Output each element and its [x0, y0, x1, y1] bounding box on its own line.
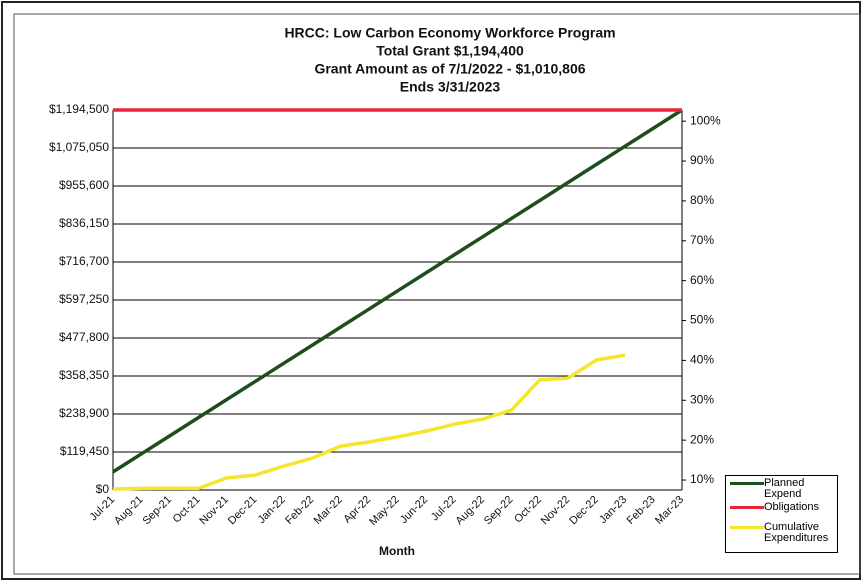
x-tick-label: Oct-22	[512, 494, 544, 526]
y2-tick-label: 10%	[690, 472, 714, 486]
x-tick-label: Feb-23	[625, 494, 658, 527]
y2-tick-label: 40%	[690, 353, 714, 367]
x-tick-label: Nov-21	[197, 494, 231, 528]
inner-border	[13, 13, 861, 575]
y-tick-label: $0	[96, 482, 110, 496]
legend-swatch	[730, 526, 764, 529]
y-tick-label: $955,600	[59, 178, 109, 192]
x-tick-label: Nov-22	[539, 494, 573, 528]
y2-tick-label: 70%	[690, 233, 714, 247]
x-tick-label: Mar-23	[653, 494, 686, 527]
x-tick-label: Jan-22	[256, 494, 288, 526]
y-tick-label: $238,900	[59, 406, 109, 420]
x-tick-label: Feb-22	[283, 494, 316, 527]
y-tick-label: $477,800	[59, 330, 109, 344]
x-tick-label: Dec-22	[567, 494, 601, 528]
legend-label: Cumulative Expenditures	[764, 521, 829, 544]
chart-title: Ends 3/31/2023	[400, 79, 501, 95]
x-tick-label: Dec-21	[226, 494, 260, 528]
x-tick-label: Mar-22	[312, 494, 345, 527]
legend: Planned Expend Obligations Cumulative Expe…	[725, 475, 838, 553]
x-tick-label: Oct-21	[171, 494, 203, 526]
y-tick-label: $1,075,050	[49, 140, 109, 154]
x-axis-label: Month	[379, 544, 415, 558]
chart-title: Grant Amount as of 7/1/2022 - $1,010,806	[314, 61, 585, 77]
y2-tick-label: 20%	[690, 432, 714, 446]
y-tick-label: $119,450	[60, 444, 109, 458]
series-line	[112, 353, 626, 491]
series-line	[112, 108, 683, 474]
y-tick-label: $716,700	[59, 254, 109, 268]
chart-title: HRCC: Low Carbon Economy Workforce Progr…	[284, 25, 615, 41]
legend-swatch	[730, 506, 764, 509]
y-tick-label: $358,350	[59, 368, 109, 382]
x-tick-label: Jan-23	[597, 494, 629, 526]
y2-tick-label: 100%	[690, 113, 721, 127]
y2-tick-label: 80%	[690, 193, 714, 207]
x-tick-label: Sep-22	[482, 494, 516, 528]
x-tick-label: Aug-21	[112, 494, 146, 528]
y2-tick-label: 60%	[690, 273, 714, 287]
legend-label: Planned Expend	[764, 477, 805, 500]
y-tick-label: $1,194,500	[49, 102, 109, 116]
chart-title: Total Grant $1,194,400	[376, 43, 524, 59]
legend-label: Obligations	[764, 501, 820, 513]
x-tick-label: Aug-22	[453, 494, 487, 528]
y2-tick-label: 90%	[690, 153, 714, 167]
legend-swatch	[730, 482, 764, 485]
x-tick-label: Jun-22	[398, 494, 430, 526]
y2-tick-label: 50%	[690, 313, 714, 327]
y2-tick-label: 30%	[690, 392, 714, 406]
x-tick-label: Sep-21	[140, 494, 174, 528]
y-tick-label: $597,250	[59, 292, 109, 306]
x-tick-label: May-22	[367, 494, 401, 528]
y-tick-label: $836,150	[59, 216, 109, 230]
